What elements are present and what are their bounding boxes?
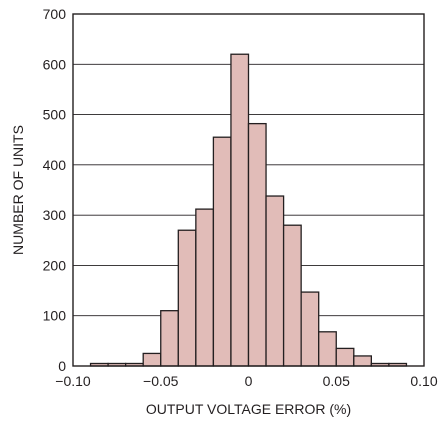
y-tick-label-5: 500 bbox=[43, 107, 67, 123]
histogram-bars bbox=[89, 53, 408, 367]
histogram-bar-3 bbox=[142, 352, 162, 367]
histogram-bar-10 bbox=[265, 195, 285, 367]
x-tick-label-3: 0.05 bbox=[323, 373, 350, 389]
histogram-bar-4 bbox=[160, 310, 179, 367]
y-axis-title: NUMBER OF UNITS bbox=[10, 125, 26, 255]
x-axis-title: OUTPUT VOLTAGE ERROR (%) bbox=[146, 401, 351, 417]
y-tick-label-6: 600 bbox=[43, 56, 67, 72]
histogram-bar-9 bbox=[247, 122, 267, 367]
x-tick-label-1: −0.05 bbox=[143, 373, 179, 389]
x-axis-ticks: −0.10 −0.05 0 0.05 0.10 bbox=[55, 373, 438, 389]
histogram-bar-6 bbox=[195, 208, 215, 367]
histogram-bar-5 bbox=[177, 229, 197, 367]
y-tick-label-2: 200 bbox=[43, 257, 67, 273]
y-tick-label-3: 300 bbox=[43, 207, 67, 223]
y-tick-label-0: 0 bbox=[58, 358, 66, 374]
y-tick-label-1: 100 bbox=[43, 308, 67, 324]
y-axis-ticks: 0 100 200 300 400 500 600 700 bbox=[43, 6, 67, 374]
x-tick-label-2: 0 bbox=[245, 373, 253, 389]
histogram-bar-7 bbox=[212, 136, 232, 367]
x-tick-label-0: −0.10 bbox=[55, 373, 91, 389]
plot-frame bbox=[72, 13, 425, 367]
y-tick-label-4: 400 bbox=[43, 157, 67, 173]
histogram-bar-14 bbox=[335, 347, 355, 367]
histogram-bar-13 bbox=[318, 331, 337, 367]
histogram-bar-12 bbox=[300, 291, 320, 367]
histogram-bar-15 bbox=[353, 355, 372, 367]
histogram-bar-11 bbox=[282, 224, 302, 367]
histogram-bar-8 bbox=[230, 53, 250, 367]
x-tick-label-4: 0.10 bbox=[410, 373, 437, 389]
y-tick-label-7: 700 bbox=[43, 6, 67, 22]
